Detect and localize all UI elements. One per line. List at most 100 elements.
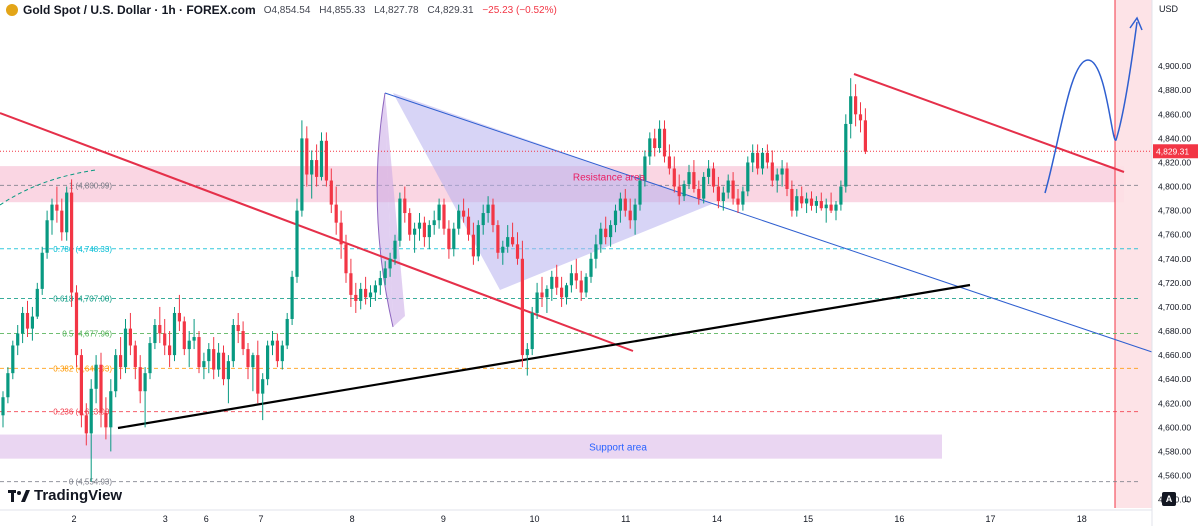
- projection-arrow-icon: [1129, 16, 1143, 31]
- candle-body: [457, 210, 461, 229]
- candle-body: [844, 123, 848, 187]
- candle-body: [305, 138, 309, 175]
- candle-body: [398, 198, 402, 241]
- y-tick-label: 4,840.00: [1158, 133, 1191, 143]
- candle-body: [119, 355, 123, 368]
- candle-body: [427, 225, 431, 238]
- open-value: O4,854.54: [263, 4, 311, 16]
- candle-body: [736, 198, 740, 205]
- candle-body: [11, 345, 15, 374]
- candle-body: [648, 138, 652, 157]
- candle-body: [525, 349, 529, 356]
- y-tick-label: 4,580.00: [1158, 446, 1191, 456]
- candle-body: [466, 216, 471, 235]
- candle-body: [589, 258, 593, 277]
- candle-body: [158, 325, 162, 334]
- candle-body: [829, 204, 833, 211]
- x-tick-label: 6: [204, 514, 209, 524]
- x-tick-label: 9: [441, 514, 446, 524]
- candle-body: [422, 222, 426, 238]
- fib-level-label: 0 (4,554.93): [69, 478, 112, 487]
- candle-body: [638, 180, 642, 205]
- candle-body: [285, 318, 289, 346]
- auto-scale-button[interactable]: A: [1162, 492, 1176, 506]
- candle-body: [702, 176, 706, 199]
- candle-body: [452, 228, 456, 250]
- candle-body: [746, 162, 750, 192]
- candle-body: [716, 186, 720, 201]
- symbol-title[interactable]: Gold Spot / U.S. Dollar · 1h · FOREX.com: [23, 3, 256, 17]
- candle-body: [858, 114, 863, 121]
- log-scale-button[interactable]: L: [1184, 494, 1190, 504]
- candle-body: [863, 120, 867, 152]
- candle-body: [192, 337, 196, 341]
- candle-body: [40, 252, 44, 289]
- candle-body: [824, 204, 828, 209]
- price-axis: [1152, 0, 1200, 526]
- candle-body: [79, 355, 83, 416]
- candle-body: [35, 288, 39, 317]
- candle-body: [65, 192, 69, 233]
- fib-arc: [0, 169, 97, 206]
- candle-body: [324, 140, 328, 181]
- candle-body: [45, 220, 49, 253]
- candle-body: [261, 379, 265, 394]
- support-zone: [0, 434, 942, 459]
- candle-body: [6, 373, 10, 398]
- candle-body: [334, 204, 338, 223]
- candle-body: [99, 364, 103, 413]
- candle-body: [501, 246, 505, 253]
- ohlc-values: O4,854.54 H4,855.33 L4,827.78 C4,829.31 …: [264, 5, 563, 16]
- candle-body: [50, 204, 54, 221]
- x-tick-label: 8: [350, 514, 355, 524]
- candle-body: [579, 280, 583, 293]
- candle-body: [256, 355, 260, 394]
- candle-body: [74, 292, 79, 356]
- candle-body: [104, 412, 108, 428]
- candle-body: [751, 152, 755, 163]
- candle-body: [486, 204, 490, 214]
- candle-body: [506, 237, 510, 247]
- candle-body: [545, 288, 549, 298]
- black-uptrend-line: [117, 283, 971, 430]
- candle-body: [795, 196, 799, 211]
- last-price-badge: [1153, 144, 1198, 159]
- candle-body: [834, 204, 838, 211]
- candle-body: [197, 337, 201, 368]
- blue-trendline: [384, 92, 1153, 353]
- candle-body: [344, 244, 348, 274]
- candle-body: [251, 355, 255, 368]
- candle-body: [677, 186, 681, 197]
- candle-body: [123, 328, 128, 368]
- tradingview-brand-name: TradingView: [34, 487, 123, 504]
- candle-body: [315, 160, 319, 177]
- candle-body: [711, 168, 716, 187]
- candle-body: [266, 345, 270, 380]
- candle-body: [854, 96, 858, 115]
- red-downtrend-line-1: [0, 112, 634, 352]
- candle-body: [246, 349, 250, 368]
- y-tick-label: 4,880.00: [1158, 85, 1191, 95]
- candle-body: [368, 292, 373, 298]
- x-tick-label: 16: [894, 514, 904, 524]
- tradingview-logo[interactable]: TradingView: [8, 487, 122, 504]
- change-value: −25.23 (−0.52%): [482, 4, 557, 16]
- y-tick-label: 4,620.00: [1158, 398, 1191, 408]
- currency-label[interactable]: USD: [1159, 4, 1179, 14]
- candle-body: [491, 204, 495, 226]
- candle-body: [741, 191, 745, 205]
- x-tick-label: 11: [621, 514, 630, 524]
- candle-body: [785, 168, 789, 189]
- candle-body: [280, 345, 284, 362]
- y-tick-label: 4,680.00: [1158, 326, 1191, 336]
- candle-body: [55, 204, 59, 211]
- y-tick-label: 4,720.00: [1158, 278, 1191, 288]
- close-value: C4,829.31: [427, 4, 474, 16]
- candle-body: [809, 198, 814, 206]
- candle-body: [555, 276, 559, 288]
- candle-body: [236, 325, 240, 332]
- candle-body: [432, 220, 436, 226]
- fib-level-label: 0.5 (4,677.96): [62, 329, 112, 338]
